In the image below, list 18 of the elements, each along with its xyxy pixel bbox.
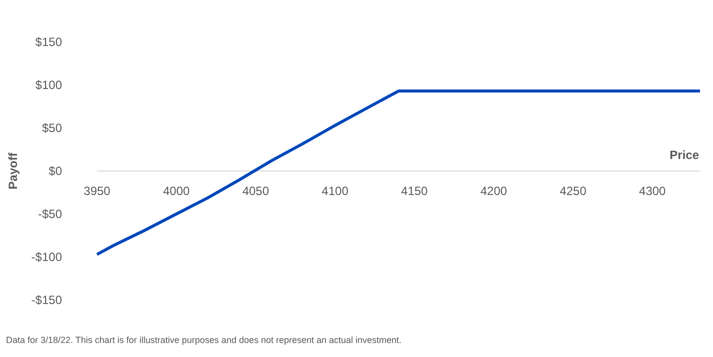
x-tick-label: 4050	[242, 184, 270, 198]
x-tick-label: 4250	[560, 184, 587, 198]
y-tick-label: $50	[42, 121, 62, 136]
x-tick-label: 4300	[639, 184, 666, 198]
x-axis-title: Price	[670, 148, 700, 162]
y-tick-label: $150	[35, 35, 62, 50]
x-tick-label: 4150	[401, 184, 428, 198]
x-tick-label: 4000	[162, 184, 190, 198]
y-axis-title: Payoff	[6, 152, 20, 190]
x-tick-label: 3950	[84, 184, 111, 198]
y-tick-label: $100	[35, 78, 62, 92]
y-tick-label: $0	[48, 164, 62, 178]
y-tick-label: -$150	[31, 293, 62, 308]
x-tick-label: 4100	[322, 184, 349, 198]
text: Data for 3/18/22. This chart is for illustrative purposes and does not represent an actual investment.	[6, 335, 402, 345]
y-tick-label: -$50	[38, 207, 62, 222]
y-tick-label: -$100	[31, 250, 62, 264]
x-tick-label: 4200	[480, 184, 508, 198]
